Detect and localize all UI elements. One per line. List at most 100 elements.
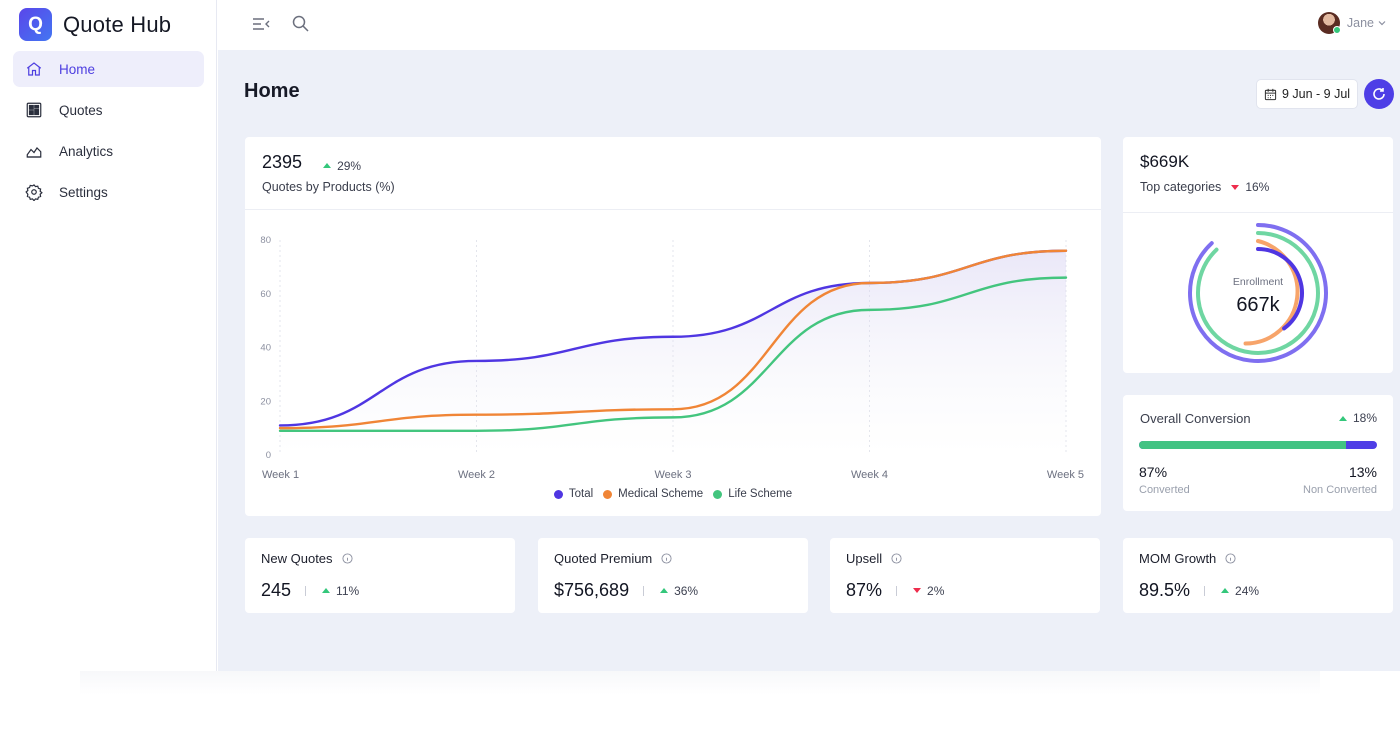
metric-delta-value: 24%	[1235, 583, 1260, 598]
arrow-up-icon	[323, 163, 332, 168]
arrow-down-icon	[913, 588, 922, 593]
legend-label: Medical Scheme	[618, 488, 704, 500]
user-menu[interactable]: Jane	[1317, 12, 1387, 34]
enrollment-radial-chart: Enrollment 667k	[1188, 223, 1328, 363]
x-tick-label: Week 3	[654, 469, 691, 481]
metric-title: Quoted Premium	[554, 551, 653, 566]
app-name: Quote Hub	[63, 11, 172, 37]
legend-item-life[interactable]: Life Scheme	[713, 488, 792, 500]
y-tick-label: 80	[260, 235, 271, 246]
enrollment-label: Enrollment	[1233, 276, 1283, 288]
info-icon[interactable]	[342, 553, 353, 564]
conversion-delta: 18%	[1338, 411, 1377, 425]
conversion-progress-fill	[1139, 441, 1347, 449]
conversion-card: Overall Conversion 18% 87% Converted 13%…	[1123, 395, 1393, 511]
radial-ring-2	[1196, 231, 1320, 355]
sidebar-item-label: Settings	[59, 184, 108, 200]
series-line-medical-scheme	[278, 249, 1068, 430]
metric-value-row: 87% 2%	[846, 580, 944, 601]
sidebar-item-settings[interactable]: Settings	[13, 174, 204, 210]
metric-delta: 2%	[913, 584, 944, 598]
x-tick-label: Week 1	[262, 469, 299, 481]
series-line-life-scheme	[278, 276, 1068, 433]
date-range-picker[interactable]: 9 Jun - 9 Jul	[1256, 79, 1358, 109]
page-title: Home	[244, 80, 300, 102]
metric-value-row: $756,689 36%	[554, 580, 698, 601]
legend-item-medical[interactable]: Medical Scheme	[603, 488, 703, 500]
arrow-down-icon	[1231, 184, 1240, 190]
sidebar-item-analytics[interactable]: Analytics	[13, 133, 204, 169]
y-tick-label: 60	[260, 289, 271, 300]
user-name: Jane	[1346, 16, 1374, 30]
metric-delta-value: 36%	[674, 583, 699, 598]
metric-delta-value: 11%	[336, 583, 360, 598]
refresh-button[interactable]	[1364, 79, 1394, 109]
date-range-label: 9 Jun - 9 Jul	[1281, 87, 1351, 101]
converted-label: Converted	[1139, 484, 1190, 496]
chart-subtitle: Quotes by Products (%)	[262, 180, 395, 194]
metric-delta: 36%	[660, 584, 698, 598]
legend-label: Total	[568, 488, 594, 500]
radial-ring-inner	[1256, 247, 1304, 331]
quotes-total: 2395 29%	[262, 152, 361, 173]
refresh-icon	[1373, 88, 1385, 100]
arrow-up-icon	[1221, 588, 1230, 593]
metric-value: $756,689	[554, 580, 630, 600]
gear-icon	[25, 184, 43, 201]
y-tick-label: 40	[260, 343, 271, 354]
metric-title-row: Upsell	[846, 551, 902, 566]
radial-ring-3	[1243, 239, 1300, 346]
arrow-up-icon	[1338, 415, 1347, 421]
legend-item-total[interactable]: Total	[553, 488, 594, 500]
arrow-up-icon	[660, 588, 669, 593]
grid-icon	[26, 102, 42, 118]
x-tick-label: Week 5	[1047, 469, 1084, 481]
metric-value-row: 89.5% 24%	[1139, 580, 1259, 601]
metric-card-upsell: Upsell 87% 2%	[830, 538, 1100, 613]
chart-area-fill	[280, 250, 1066, 455]
separator	[643, 585, 645, 596]
metric-title-row: Quoted Premium	[554, 551, 672, 566]
radial-ring-outer	[1188, 223, 1328, 363]
legend-dot	[553, 489, 563, 499]
top-categories-value: $669K	[1140, 152, 1190, 171]
sidebar-nav: Home Quotes Analytics Settings	[13, 51, 204, 215]
non-converted-value: 13%	[1348, 464, 1377, 480]
top-categories-label-row: Top categories 16%	[1140, 180, 1269, 194]
legend-dot	[603, 489, 613, 499]
conversion-title: Overall Conversion	[1140, 411, 1251, 426]
sidebar-item-label: Analytics	[59, 143, 114, 159]
separator	[1204, 585, 1206, 596]
conversion-delta-value: 18%	[1352, 411, 1377, 425]
metric-delta-value: 2%	[927, 583, 945, 598]
quotes-total-value: 2395	[262, 152, 303, 172]
sidebar-item-label: Home	[59, 61, 96, 77]
topbar: Jane	[217, 0, 1400, 50]
metric-value: 89.5%	[1139, 580, 1191, 600]
brand[interactable]: Q Quote Hub	[19, 8, 171, 41]
main-content: Home 9 Jun - 9 Jul 2395 29% Quotes by Pr…	[218, 50, 1400, 671]
divider	[245, 209, 1101, 210]
non-converted-label: Non Converted	[1303, 484, 1377, 496]
metric-title-row: New Quotes	[261, 551, 353, 566]
quotes-delta: 29%	[323, 159, 361, 173]
sidebar-item-home[interactable]: Home	[13, 51, 204, 87]
info-icon[interactable]	[661, 553, 672, 564]
info-icon[interactable]	[1225, 553, 1236, 564]
top-categories-label: Top categories	[1140, 180, 1222, 194]
collapse-menu-icon[interactable]	[251, 14, 271, 34]
home-icon	[26, 62, 42, 76]
metric-title: Upsell	[846, 551, 883, 566]
separator	[305, 585, 307, 596]
analytics-icon	[26, 147, 42, 158]
sidebar-item-quotes[interactable]: Quotes	[13, 92, 204, 128]
metric-delta: 24%	[1221, 584, 1259, 598]
chevron-down-icon	[1378, 21, 1386, 26]
separator	[896, 585, 898, 596]
info-icon[interactable]	[891, 553, 902, 564]
top-categories-delta: 16%	[1231, 180, 1269, 194]
avatar	[1317, 12, 1341, 34]
metric-title: MOM Growth	[1139, 551, 1217, 566]
search-icon[interactable]	[291, 14, 311, 34]
metric-value: 87%	[846, 580, 883, 600]
